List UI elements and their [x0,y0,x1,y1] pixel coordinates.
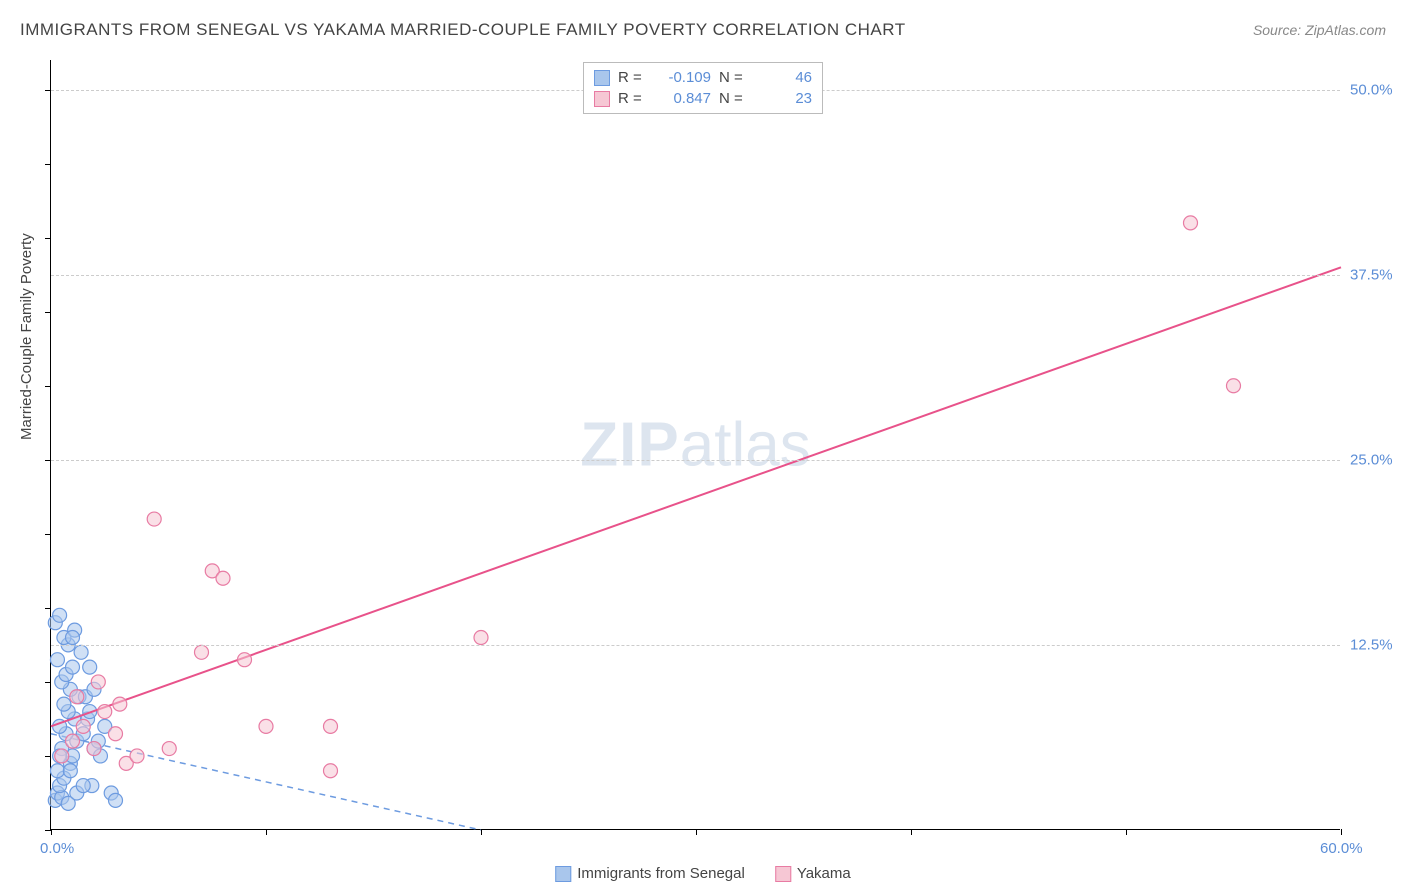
data-point [113,697,127,711]
data-point [195,645,209,659]
data-point [63,764,77,778]
data-point [53,608,67,622]
legend-n-label: N = [719,90,749,107]
data-point [76,779,90,793]
plot-area: ZIPatlas [50,60,1340,830]
legend-n-label: N = [719,69,749,86]
data-point [162,742,176,756]
swatch-series-1 [594,70,610,86]
data-point [55,749,69,763]
y-tick [45,90,51,91]
data-point [474,631,488,645]
y-tick [45,608,51,609]
data-point [91,675,105,689]
legend-label-series-1: Immigrants from Senegal [577,865,745,882]
data-point [57,697,71,711]
x-tick [696,829,697,835]
y-tick-label: 12.5% [1350,636,1396,653]
legend-series-box: Immigrants from Senegal Yakama [555,865,851,882]
data-point [50,764,64,778]
legend-label-series-2: Yakama [797,865,851,882]
y-tick [45,682,51,683]
data-point [324,719,338,733]
x-tick [911,829,912,835]
y-tick [45,756,51,757]
legend-r-label: R = [618,90,648,107]
data-point [66,660,80,674]
legend-n-value-2: 23 [757,90,812,107]
legend-item-series-1: Immigrants from Senegal [555,865,745,882]
y-tick-label: 37.5% [1350,266,1396,283]
x-tick [51,829,52,835]
x-axis-origin-label: 0.0% [40,840,74,857]
data-point [83,660,97,674]
y-tick [45,164,51,165]
swatch-series-2 [594,91,610,107]
data-point [98,705,112,719]
legend-item-series-2: Yakama [775,865,851,882]
chart-title: IMMIGRANTS FROM SENEGAL VS YAKAMA MARRIE… [20,20,906,40]
y-tick-label: 25.0% [1350,451,1396,468]
data-point [109,727,123,741]
y-tick [45,386,51,387]
swatch-series-1 [555,866,571,882]
y-tick [45,238,51,239]
y-tick [45,460,51,461]
data-point [66,734,80,748]
y-tick-label: 50.0% [1350,81,1396,98]
data-point [130,749,144,763]
data-point [50,653,64,667]
data-point [216,571,230,585]
x-tick [1126,829,1127,835]
y-tick [45,312,51,313]
data-point [259,719,273,733]
gridline-horizontal [51,275,1340,276]
y-tick [45,830,51,831]
data-point [238,653,252,667]
data-point [76,719,90,733]
legend-r-label: R = [618,69,648,86]
data-point [87,742,101,756]
data-point [1227,379,1241,393]
regression-line [51,734,481,830]
data-point [147,512,161,526]
chart-container: IMMIGRANTS FROM SENEGAL VS YAKAMA MARRIE… [0,0,1406,892]
legend-correlation-box: R = -0.109 N = 46 R = 0.847 N = 23 [583,62,823,114]
y-tick [45,534,51,535]
data-point [74,645,88,659]
x-tick [481,829,482,835]
y-axis-title: Married-Couple Family Poverty [18,233,35,440]
source-attribution: Source: ZipAtlas.com [1253,22,1386,38]
legend-row-series-2: R = 0.847 N = 23 [594,88,812,109]
gridline-horizontal [51,460,1340,461]
x-tick [1341,829,1342,835]
data-point [109,793,123,807]
data-point [324,764,338,778]
swatch-series-2 [775,866,791,882]
legend-row-series-1: R = -0.109 N = 46 [594,67,812,88]
chart-svg [51,60,1340,829]
data-point [70,690,84,704]
legend-r-value-1: -0.109 [656,69,711,86]
data-point [1184,216,1198,230]
data-point [66,631,80,645]
legend-n-value-1: 46 [757,69,812,86]
x-tick [266,829,267,835]
x-axis-max-label: 60.0% [1320,840,1363,857]
legend-r-value-2: 0.847 [656,90,711,107]
gridline-horizontal [51,645,1340,646]
